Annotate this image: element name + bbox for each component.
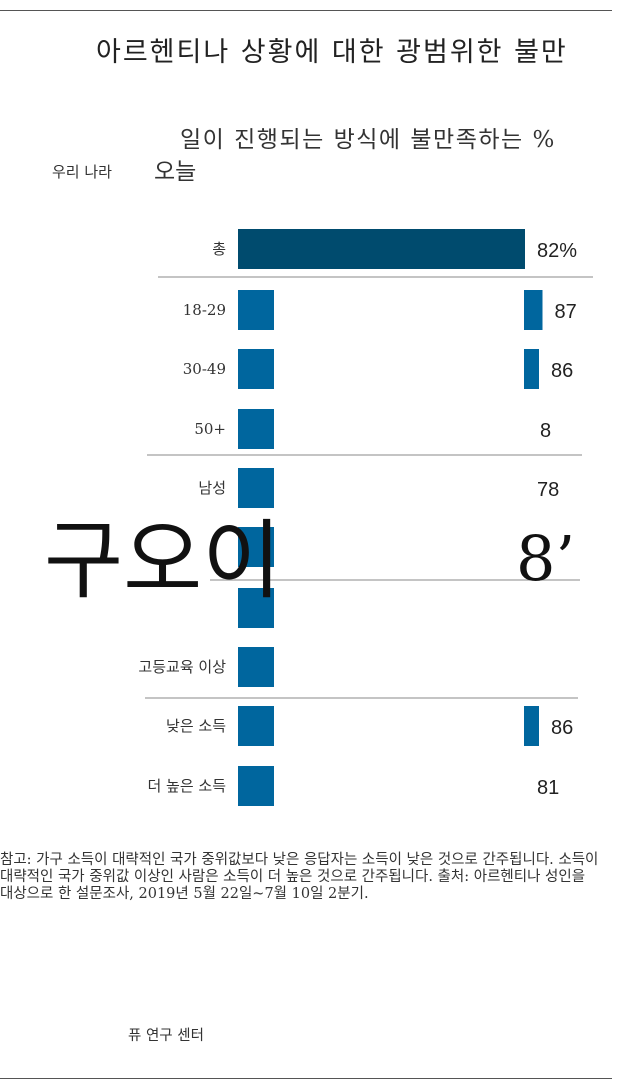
bar-mask [274,347,524,391]
chart-subtitle: 일이 진행되는 방식에 불만족하는 % [180,127,556,153]
chart-title: 아르헨티나 상황에 대한 광범위한 불만 [96,37,568,68]
value-label: 86 [551,360,573,382]
category-label: 낮은 소득 [166,717,226,735]
footnote: 참고: 가구 소득이 대략적인 국가 중위값보다 낮은 응답자는 소득이 낮은 … [0,852,599,902]
group-bar [238,527,274,567]
total-bar [238,229,525,269]
group-bar [238,647,274,687]
value-label: 78 [537,479,559,501]
category-label: 18-29 [183,301,226,319]
group-bar [238,588,274,628]
bar-mask [274,764,524,808]
source-credit: 퓨 연구 센터 [128,1028,204,1044]
category-label: 남성 [198,479,226,497]
value-label: 87 [555,301,577,323]
category-label: 더 높은 소득 [147,777,226,795]
value-label: 8 [540,420,551,442]
bottom-rule [0,1078,612,1079]
bar-mask [274,288,524,332]
top-rule [0,10,612,11]
value-label: 81 [537,777,559,799]
column-header-today: 오늘 [154,159,197,185]
overlay-number: 8’ [516,522,576,595]
bar-mask [274,407,524,451]
bar-mask [274,704,524,748]
category-label: 50+ [194,420,226,438]
column-header-country: 우리 나라 [52,163,112,181]
bar-mask [274,645,524,689]
value-label: 86 [551,717,573,739]
overlay-glyphs: 구오이 [44,511,282,611]
bar-mask [274,586,524,630]
category-label: 30-49 [183,360,226,378]
category-label: 고등교육 이상 [138,658,226,676]
group-bar [238,409,274,449]
bar-mask [274,525,524,569]
value-label: 82% [537,240,577,262]
category-label: 총 [212,240,226,258]
bar-mask [274,466,524,510]
